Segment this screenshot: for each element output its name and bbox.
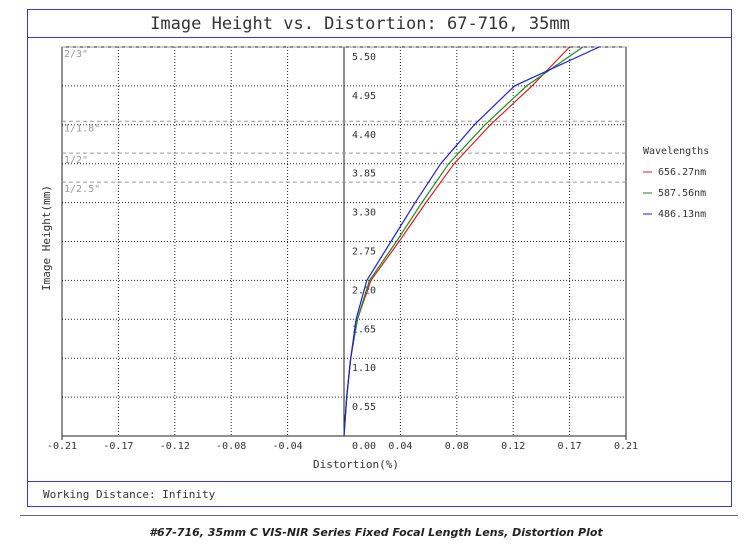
sensor-format-label: 1/2.5" bbox=[64, 184, 100, 195]
x-tick-label: -0.04 bbox=[273, 441, 303, 452]
series-line bbox=[343, 46, 584, 437]
legend-label: 656.27nm bbox=[658, 167, 706, 178]
x-tick-label: 0.21 bbox=[614, 441, 638, 452]
legend-title: Wavelengths bbox=[643, 146, 709, 157]
sensor-format-label: 2/3" bbox=[64, 49, 88, 60]
y-tick-label: 2.75 bbox=[352, 247, 376, 258]
x-tick-label: 0.17 bbox=[558, 441, 582, 452]
y-tick-label: 1.65 bbox=[352, 324, 376, 335]
x-tick-label: 0.00 bbox=[352, 441, 376, 452]
y-tick-label: 0.55 bbox=[352, 402, 376, 413]
y-tick-label: 1.10 bbox=[352, 363, 376, 374]
y-tick-label: 5.50 bbox=[352, 52, 376, 63]
y-tick-label: 4.95 bbox=[352, 91, 376, 102]
y-tick-label: 3.85 bbox=[352, 169, 376, 180]
x-axis-label: Distortion(%) bbox=[313, 458, 399, 471]
outer-frame bbox=[27, 9, 732, 507]
sensor-format-label: 1/1.8" bbox=[64, 123, 100, 134]
sensor-format-label: 1/2" bbox=[64, 155, 88, 166]
y-tick-label: 3.30 bbox=[352, 208, 376, 219]
legend-label: 486.13nm bbox=[658, 209, 706, 220]
x-tick-label: 0.08 bbox=[445, 441, 469, 452]
caption: #67-716, 35mm C VIS-NIR Series Fixed Foc… bbox=[149, 526, 603, 539]
footer-text: Working Distance: Infinity bbox=[43, 488, 216, 501]
y-axis-label: Image Height(mm) bbox=[40, 185, 53, 291]
x-tick-label: -0.12 bbox=[160, 441, 190, 452]
x-tick-label: -0.17 bbox=[103, 441, 133, 452]
legend-label: 587.56nm bbox=[658, 188, 706, 199]
chart-title: Image Height vs. Distortion: 67-716, 35m… bbox=[150, 14, 570, 34]
y-tick-label: 4.40 bbox=[352, 130, 376, 141]
series-line bbox=[343, 46, 600, 437]
x-tick-label: 0.04 bbox=[388, 441, 412, 452]
x-tick-label: -0.21 bbox=[47, 441, 77, 452]
x-tick-label: 0.12 bbox=[501, 441, 525, 452]
x-tick-label: -0.08 bbox=[216, 441, 246, 452]
